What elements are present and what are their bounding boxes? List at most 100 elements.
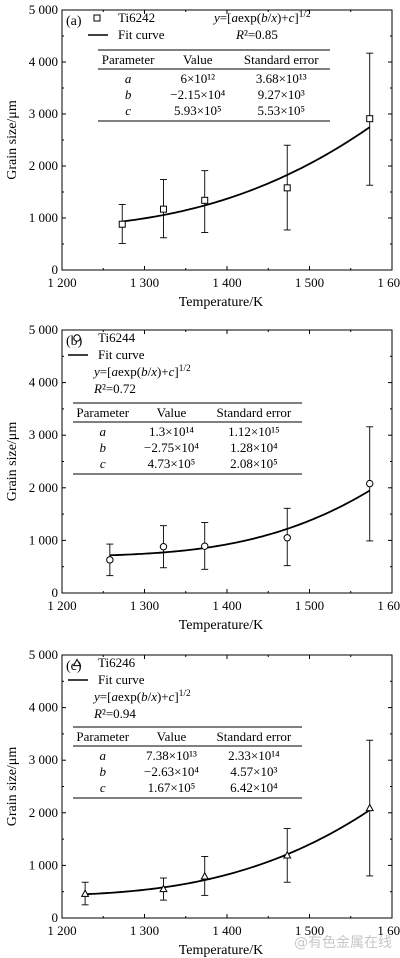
y-tick-label: 2 000 <box>29 480 58 495</box>
table-header: Standard error <box>217 405 292 420</box>
legend-marker-label: Ti6246 <box>98 655 136 670</box>
fit-curve <box>122 126 371 223</box>
data-point-group <box>366 52 374 186</box>
legend: Ti6246 Fit curve y=[aexp(b/x)+c]1/2 R²=0.94 <box>68 655 191 721</box>
plot-frame <box>61 9 393 271</box>
parameter-table: Parameter Value Standard error a 1.3×10¹⁴ 1.1… <box>73 402 302 475</box>
x-axis-title: Temperature/K <box>179 618 264 633</box>
table-cell: −2.15×10⁴ <box>170 87 225 102</box>
table-cell: c <box>100 780 106 795</box>
data-point-group <box>159 525 168 569</box>
data-point-group <box>201 522 209 570</box>
y-tick-label: 1 000 <box>29 857 58 872</box>
x-tick-label: 1 600 <box>377 598 400 613</box>
y-tick-label: 2 000 <box>29 158 58 173</box>
x-tick-label: 1 300 <box>130 275 159 290</box>
y-tick-label: 2 000 <box>29 805 58 820</box>
y-tick-label: 5 000 <box>29 2 58 17</box>
table-cell: 1.28×10⁴ <box>230 440 278 455</box>
panel-label: (a) <box>66 14 82 29</box>
y-tick-label: 5 000 <box>29 322 58 337</box>
table-cell: 7.38×10¹³ <box>146 748 197 763</box>
data-point <box>80 889 90 897</box>
x-tick-label: 1 400 <box>212 923 241 938</box>
data-point-group <box>366 426 374 542</box>
y-tick-label: 0 <box>52 910 59 925</box>
table-cell: −2.63×10⁴ <box>144 764 199 779</box>
x-tick-label: 1 400 <box>212 275 241 290</box>
table-cell: 2.08×10⁵ <box>230 456 278 471</box>
data-point-group <box>282 828 292 883</box>
table-cell: −2.75×10⁴ <box>144 440 199 455</box>
legend-marker <box>72 658 82 667</box>
r-squared-label: R²=0.94 <box>93 706 136 721</box>
data-point <box>365 803 374 812</box>
x-tick-label: 1 500 <box>295 275 324 290</box>
table-header: Value <box>157 729 187 744</box>
y-tick-label: 0 <box>52 585 59 600</box>
table-cell: b <box>125 87 132 102</box>
chart-panel-c: 0 1 000 2 000 3 000 4 000 5 000 1 200 1 300 1 40… <box>5 647 400 958</box>
table-cell: 5.53×10⁵ <box>257 103 305 118</box>
fit-curve <box>85 809 371 896</box>
legend-line-label: Fit curve <box>118 27 165 42</box>
y-tick-label: 3 000 <box>29 106 58 121</box>
y-tick-label: 3 000 <box>29 752 58 767</box>
data-point <box>159 884 168 893</box>
table-cell: 4.73×10⁵ <box>148 456 196 471</box>
chart-panel-a: 0 1 000 2 000 3 000 4 000 5 000 1 200 1 300 1 40… <box>5 2 400 310</box>
data-point <box>282 850 292 859</box>
data-point-group <box>200 856 209 896</box>
data-point <box>366 479 374 488</box>
x-tick-label: 1 600 <box>377 275 400 290</box>
table-cell: a <box>100 748 107 763</box>
y-tick-label: 4 000 <box>29 700 58 715</box>
fit-equation: y=[aexp(b/x)+c]1/2 <box>92 364 191 379</box>
x-axis-title: Temperature/K <box>179 943 264 958</box>
x-tick-label: 1 200 <box>47 923 76 938</box>
x-tick-label: 1 200 <box>47 275 76 290</box>
fit-curve <box>109 489 371 557</box>
x-tick-label: 1 600 <box>377 923 400 938</box>
table-cell: 3.68×10¹³ <box>256 71 307 86</box>
y-axis-title: Grain size/μm <box>5 422 20 502</box>
table-cell: b <box>100 764 107 779</box>
y-tick-label: 1 000 <box>29 532 58 547</box>
table-cell: 4.57×10³ <box>230 764 277 779</box>
parameter-table: Parameter Value Standard error a 7.38×10¹³ 2.… <box>73 726 302 799</box>
table-header: Parameter <box>76 405 129 420</box>
x-tick-label: 1 300 <box>130 923 159 938</box>
data-point <box>366 115 374 123</box>
y-tick-label: 4 000 <box>29 375 58 390</box>
table-cell: 5.93×10⁵ <box>174 103 222 118</box>
table-cell: 1.67×10⁵ <box>148 780 196 795</box>
table-cell: 1.12×10¹⁵ <box>228 424 280 439</box>
y-tick-label: 0 <box>52 262 59 277</box>
table-cell: 2.33×10¹⁴ <box>228 748 280 763</box>
table-header: Parameter <box>76 729 129 744</box>
table-header: Parameter <box>102 52 155 67</box>
data-point <box>106 556 114 564</box>
parameter-table: Parameter Value Standard error a 6×10¹² 3.68×… <box>98 49 330 122</box>
data-point <box>283 184 291 192</box>
data-point <box>200 871 209 880</box>
data-point-group <box>283 144 291 231</box>
fit-equation: y=[aexp(b/x)+c]1/2 <box>92 689 191 704</box>
legend-line-label: Fit curve <box>98 347 145 362</box>
table-cell: 6×10¹² <box>180 71 215 86</box>
table-cell: c <box>125 103 131 118</box>
y-axis-title: Grain size/μm <box>5 100 20 180</box>
table-cell: 6.42×10⁴ <box>230 780 278 795</box>
table-cell: a <box>125 71 132 86</box>
y-axis-title: Grain size/μm <box>5 747 20 827</box>
panel-label: (c) <box>66 659 82 674</box>
x-tick-label: 1 500 <box>295 598 324 613</box>
y-tick-label: 3 000 <box>29 427 58 442</box>
legend-marker <box>93 14 101 22</box>
data-point <box>118 220 126 228</box>
table-header: Standard error <box>217 729 292 744</box>
table-cell: 1.3×10¹⁴ <box>149 424 194 439</box>
table-header: Standard error <box>244 52 319 67</box>
data-point-group <box>201 170 209 234</box>
data-point-group <box>106 543 114 577</box>
